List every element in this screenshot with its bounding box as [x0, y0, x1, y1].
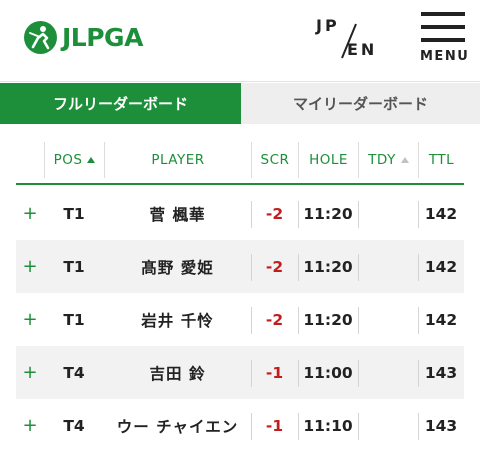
row-scr: -2 [251, 293, 298, 346]
table-row[interactable]: + T1 岩井 千怜 -2 11:20 142 [16, 293, 464, 346]
jlpga-logo[interactable]: JLPGA [24, 20, 143, 54]
expand-plus-icon[interactable]: + [22, 256, 38, 277]
table-row[interactable]: + T4 吉田 鈴 -1 11:00 143 [16, 346, 464, 399]
table-row[interactable]: + T1 髙野 愛姫 -2 11:20 142 [16, 240, 464, 293]
expand-plus-icon[interactable]: + [22, 362, 38, 383]
column-scr: SCR [251, 142, 298, 178]
hamburger-icon [421, 12, 465, 16]
menu-label: MENU [420, 49, 470, 64]
tab-full-leaderboard[interactable]: フルリーダーボード [0, 83, 241, 124]
row-hole: 11:20 [298, 293, 358, 346]
row-tdy [358, 399, 418, 452]
row-player[interactable]: 髙野 愛姫 [141, 258, 214, 277]
expand-plus-icon[interactable]: + [22, 203, 38, 224]
table-header: POS PLAYER SCR HOLE TDY TTL [16, 142, 464, 185]
row-ttl: 143 [418, 399, 464, 452]
row-pos: T4 [63, 416, 85, 435]
row-player[interactable]: 菅 楓華 [149, 205, 206, 224]
row-scr: -2 [251, 240, 298, 293]
golfer-logo-icon [24, 20, 57, 54]
column-hole: HOLE [298, 142, 358, 178]
row-pos: T1 [63, 257, 85, 276]
row-tdy [358, 240, 418, 293]
row-player[interactable]: 吉田 鈴 [149, 364, 206, 383]
expand-plus-icon[interactable]: + [22, 415, 38, 436]
expand-plus-icon[interactable]: + [22, 309, 38, 330]
column-tdy[interactable]: TDY [358, 142, 418, 178]
table-row[interactable]: + T1 菅 楓華 -2 11:20 142 [16, 187, 464, 240]
tab-my-leaderboard[interactable]: マイリーダーボード [241, 83, 480, 124]
row-tdy [358, 293, 418, 346]
row-tdy [358, 187, 418, 240]
sort-asc-icon [87, 157, 96, 163]
row-scr: -2 [251, 187, 298, 240]
column-ttl: TTL [418, 142, 464, 178]
table-row[interactable]: + T4 ウー チャイエン -1 11:10 143 [16, 399, 464, 452]
row-hole: 11:00 [298, 346, 358, 399]
site-header: JLPGA JP EN MENU [0, 0, 480, 82]
row-hole: 11:20 [298, 240, 358, 293]
row-ttl: 142 [418, 293, 464, 346]
column-pos[interactable]: POS [44, 142, 104, 178]
row-hole: 11:10 [298, 399, 358, 452]
row-player[interactable]: 岩井 千怜 [141, 311, 214, 330]
row-pos: T4 [63, 363, 85, 382]
sort-icon [400, 157, 409, 163]
row-scr: -1 [251, 346, 298, 399]
row-pos: T1 [63, 204, 85, 223]
language-switcher[interactable]: JP EN [312, 14, 374, 64]
row-pos: T1 [63, 310, 85, 329]
row-tdy [358, 346, 418, 399]
row-scr: -1 [251, 399, 298, 452]
row-ttl: 142 [418, 187, 464, 240]
logo-wordmark: JLPGA [62, 22, 143, 52]
lang-divider-icon [341, 23, 357, 59]
column-player: PLAYER [104, 142, 251, 178]
row-ttl: 143 [418, 346, 464, 399]
row-ttl: 142 [418, 240, 464, 293]
row-hole: 11:20 [298, 187, 358, 240]
leaderboard-table: POS PLAYER SCR HOLE TDY TTL + T1 菅 楓華 -2… [16, 142, 464, 452]
lang-en-link[interactable]: EN [347, 40, 378, 59]
menu-button[interactable]: MENU [418, 10, 470, 68]
lang-jp-link[interactable]: JP [316, 16, 340, 35]
row-player[interactable]: ウー チャイエン [116, 417, 239, 436]
leaderboard-tabs: フルリーダーボード マイリーダーボード [0, 83, 480, 124]
